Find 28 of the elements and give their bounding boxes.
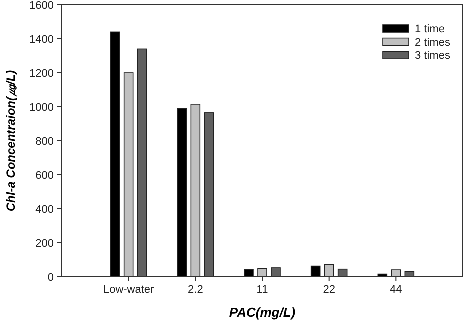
x-tick-label: Low-water xyxy=(103,284,155,296)
bar xyxy=(258,268,268,278)
bar xyxy=(124,72,134,278)
y-tick-label: 1400 xyxy=(30,34,54,46)
y-tick-label: 1600 xyxy=(30,0,54,12)
y-tick-label: 200 xyxy=(36,238,54,250)
legend-label: 3 times xyxy=(415,50,451,62)
x-axis-title: PAC(mg/L) xyxy=(229,305,296,320)
y-tick-label: 0 xyxy=(48,272,54,284)
bar xyxy=(324,264,334,278)
bar xyxy=(110,32,120,278)
bar xyxy=(190,104,201,278)
x-tick-label: 11 xyxy=(256,284,268,296)
x-tick-label: 22 xyxy=(323,284,336,296)
bar xyxy=(137,48,148,278)
y-tick-label: 1200 xyxy=(30,68,54,80)
y-tick-label: 1000 xyxy=(30,102,54,114)
legend-label: 1 time xyxy=(415,24,445,36)
y-axis-title: Chl-a Concentraion(㎍/L) xyxy=(4,70,18,212)
legend-label: 2 times xyxy=(415,36,451,49)
bar xyxy=(177,108,188,278)
x-tick-label: 2.2 xyxy=(188,284,204,296)
y-tick-label: 400 xyxy=(36,204,54,216)
x-tick-label: 44 xyxy=(390,284,402,296)
y-tick-label: 600 xyxy=(36,170,54,182)
bar xyxy=(271,268,281,278)
bar xyxy=(204,112,214,278)
y-tick-label: 800 xyxy=(36,136,54,148)
